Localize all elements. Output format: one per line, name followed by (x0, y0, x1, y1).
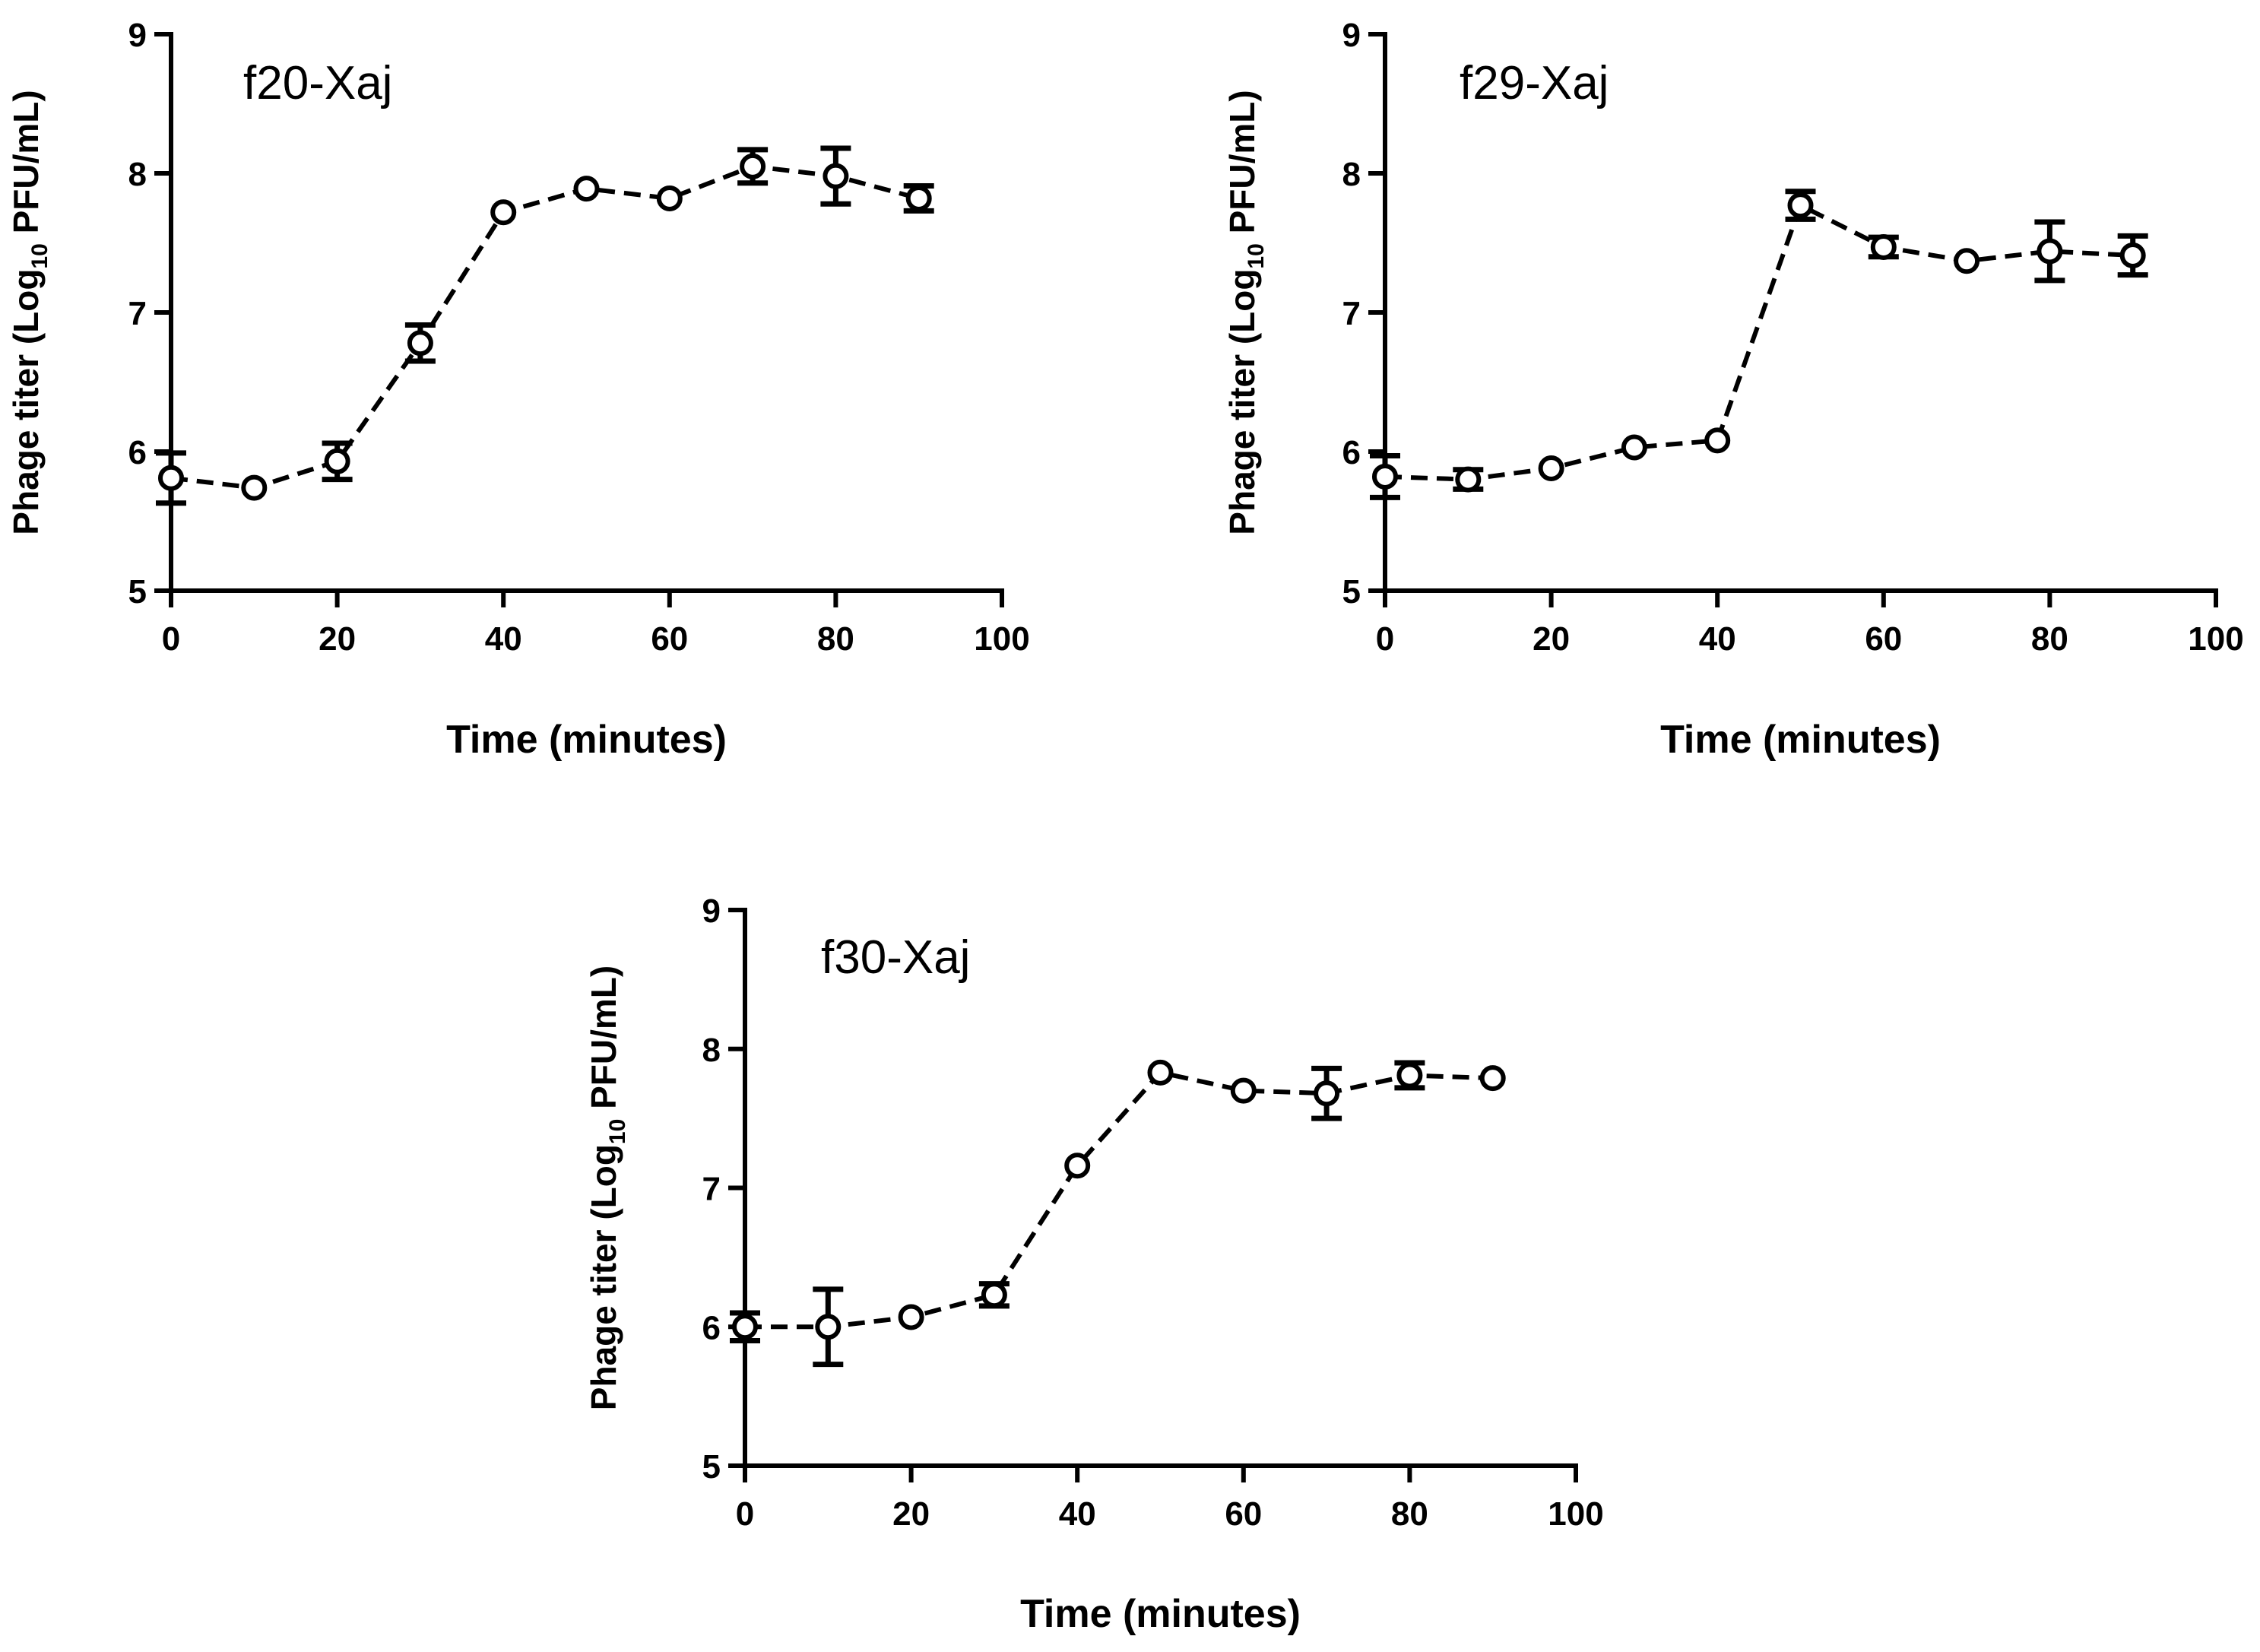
x-tick-label: 20 (319, 620, 356, 658)
y-axis-title: Phage titer (Log10 PFU/mL) (6, 90, 52, 534)
chart-panel-3: 0 20 40 60 80 100 5 6 7 8 9 Time (minutes) Phage tit… (584, 893, 1604, 1636)
x-axis-title: Time (minutes) (1020, 1592, 1301, 1636)
series-line (1384, 201, 2133, 482)
data-point (1455, 466, 1482, 493)
data-point (1870, 233, 1897, 260)
data-point (905, 185, 932, 211)
data-point (407, 330, 433, 357)
y-axis-title: Phage titer (Log10 PFU/mL) (584, 966, 630, 1410)
data-point (1954, 248, 1980, 274)
y-tick-label: 7 (702, 1171, 721, 1208)
y-tick-label: 8 (1342, 156, 1361, 193)
x-tick-label: 0 (1376, 620, 1394, 658)
x-tick-label: 20 (892, 1495, 930, 1533)
y-tick-label: 6 (128, 434, 147, 471)
x-tick-label: 0 (162, 620, 180, 658)
x-tick-label: 80 (2031, 620, 2068, 658)
data-point (732, 1314, 758, 1340)
x-tick-label: 60 (651, 620, 688, 658)
y-tick-label: 8 (128, 156, 147, 193)
series-line (170, 163, 920, 490)
x-tick-label: 80 (817, 620, 854, 658)
y-tick-label: 7 (128, 295, 147, 332)
x-tick-label: 100 (2188, 620, 2243, 658)
data-point (823, 163, 849, 189)
x-tick-label: 40 (1059, 1495, 1096, 1533)
y-tick-label: 8 (702, 1032, 721, 1069)
data-point (490, 199, 517, 226)
x-tick-label: 60 (1225, 1495, 1262, 1533)
x-tick-label: 0 (736, 1495, 754, 1533)
data-point (158, 465, 184, 491)
x-axis-title: Time (minutes) (1660, 718, 1941, 762)
data-point (740, 153, 766, 179)
x-tick-label: 40 (1699, 620, 1736, 658)
y-tick-label: 9 (702, 893, 721, 930)
panel-label: f29-Xaj (1460, 57, 1609, 109)
x-tick-label: 100 (1548, 1495, 1603, 1533)
data-point (1147, 1059, 1174, 1086)
data-point (1396, 1062, 1423, 1089)
y-tick-label: 9 (1342, 17, 1361, 54)
y-tick-label: 7 (1342, 295, 1361, 332)
data-point (815, 1314, 842, 1340)
data-point (1787, 192, 1814, 219)
data-point (2037, 238, 2063, 265)
y-tick-label: 9 (128, 17, 147, 54)
x-tick-label: 40 (485, 620, 522, 658)
data-point (1538, 455, 1564, 481)
x-tick-label: 60 (1865, 620, 1902, 658)
y-tick-label: 6 (1342, 434, 1361, 471)
y-tick-label: 5 (128, 573, 147, 610)
data-point (1704, 427, 1731, 454)
data-point (573, 176, 600, 202)
data-point (324, 448, 350, 474)
panel-label: f20-Xaj (243, 57, 392, 109)
data-point (1479, 1065, 1506, 1092)
x-axis-title: Time (minutes) (446, 718, 727, 762)
series-line (745, 1070, 1493, 1330)
data-point (2119, 242, 2146, 268)
data-point (898, 1304, 924, 1330)
data-point (1621, 434, 1647, 461)
data-point (1064, 1153, 1091, 1179)
data-point (241, 474, 268, 501)
data-point (1230, 1077, 1257, 1104)
y-tick-label: 5 (1342, 573, 1361, 610)
data-point (1372, 463, 1398, 490)
x-tick-label: 80 (1391, 1495, 1428, 1533)
chart-panel-1: 0 20 40 60 80 100 5 6 7 8 9 Time (minutes) Phage tit… (6, 17, 1030, 762)
y-tick-label: 5 (702, 1448, 721, 1486)
y-tick-label: 6 (702, 1309, 721, 1346)
panel-label: f30-Xaj (821, 931, 970, 984)
x-tick-label: 100 (974, 620, 1029, 658)
x-tick-label: 20 (1533, 620, 1570, 658)
y-axis-title: Phage titer (Log10 PFU/mL) (1222, 90, 1269, 534)
data-point (656, 185, 683, 211)
data-point (1314, 1080, 1340, 1107)
data-point (981, 1282, 1007, 1308)
chart-panel-2: 0 20 40 60 80 100 5 6 7 8 9 Time (minutes) Phage tit… (1222, 17, 2244, 762)
